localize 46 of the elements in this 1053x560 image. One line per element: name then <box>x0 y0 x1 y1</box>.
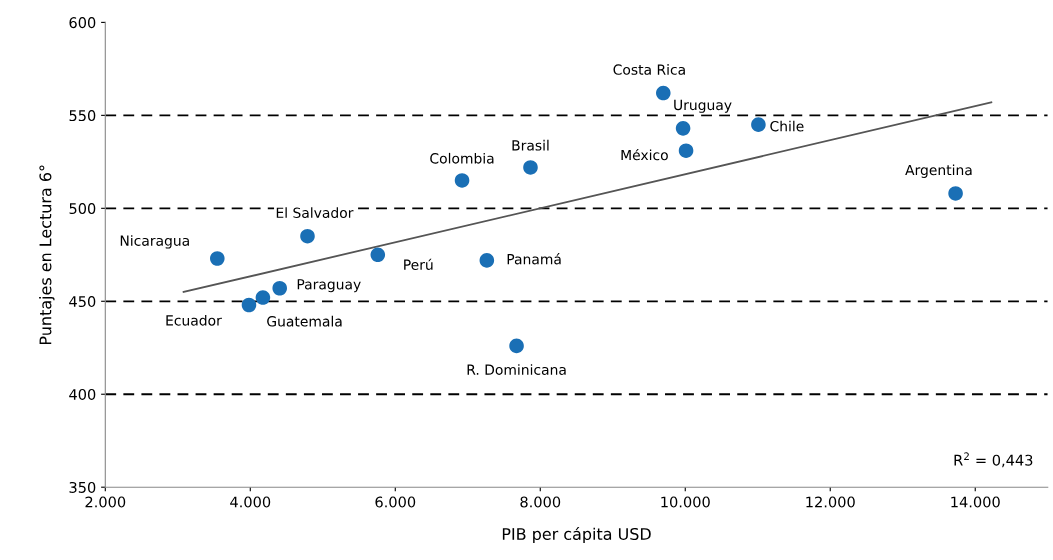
y-tick-label: 550 <box>69 110 96 122</box>
annotation: Colombia <box>430 152 494 164</box>
annotation: Perú <box>404 258 433 270</box>
annotation: Panamá <box>507 253 561 265</box>
annotation: Ecuador <box>166 314 222 326</box>
point <box>300 228 315 244</box>
y-tick-label: 400 <box>69 388 96 400</box>
point <box>656 85 671 101</box>
y-tick-label: 450 <box>69 296 96 308</box>
point <box>255 290 271 305</box>
x-tick-label: 8.000 <box>520 496 561 508</box>
annotation: Nicaragua <box>120 235 189 249</box>
x-axis-title: PIB per cápita USD <box>502 527 651 544</box>
point <box>370 247 386 263</box>
point <box>454 173 470 188</box>
y-tick-label: 600 <box>69 17 96 29</box>
annotation: Brasil <box>512 139 549 151</box>
x-tick-label: 6.000 <box>375 496 416 508</box>
annotation: Costa Rica <box>613 64 685 75</box>
point <box>210 251 225 266</box>
annotation: Paraguay <box>297 279 361 293</box>
x-tick-label: 10.000 <box>661 496 710 508</box>
point <box>479 253 495 268</box>
x-tick-label: 2.000 <box>85 496 126 508</box>
annotation: México <box>621 148 668 161</box>
point <box>272 280 288 296</box>
x-tick-label: 4.000 <box>230 496 271 508</box>
point <box>523 160 538 175</box>
point <box>948 186 963 201</box>
point <box>509 338 524 354</box>
y-tick-label: 500 <box>69 203 96 215</box>
annotation: Argentina <box>905 164 972 178</box>
point <box>675 121 691 136</box>
annotation: El Salvador <box>276 207 354 219</box>
annotation: R$^{2}$ = 0,443 <box>954 452 1033 468</box>
y-tick-label: 350 <box>69 481 96 493</box>
annotation: Uruguay <box>674 99 732 113</box>
annotation: Guatemala <box>267 315 342 327</box>
point <box>678 143 694 158</box>
annotation: R. Dominicana <box>467 364 566 375</box>
y-axis-title: Puntajes en Lectura 6° <box>39 165 55 344</box>
point <box>751 117 766 132</box>
x-tick-label: 12.000 <box>806 496 855 508</box>
point <box>241 297 257 313</box>
annotation: Chile <box>770 120 804 132</box>
x-tick-label: 14.000 <box>951 496 1000 508</box>
